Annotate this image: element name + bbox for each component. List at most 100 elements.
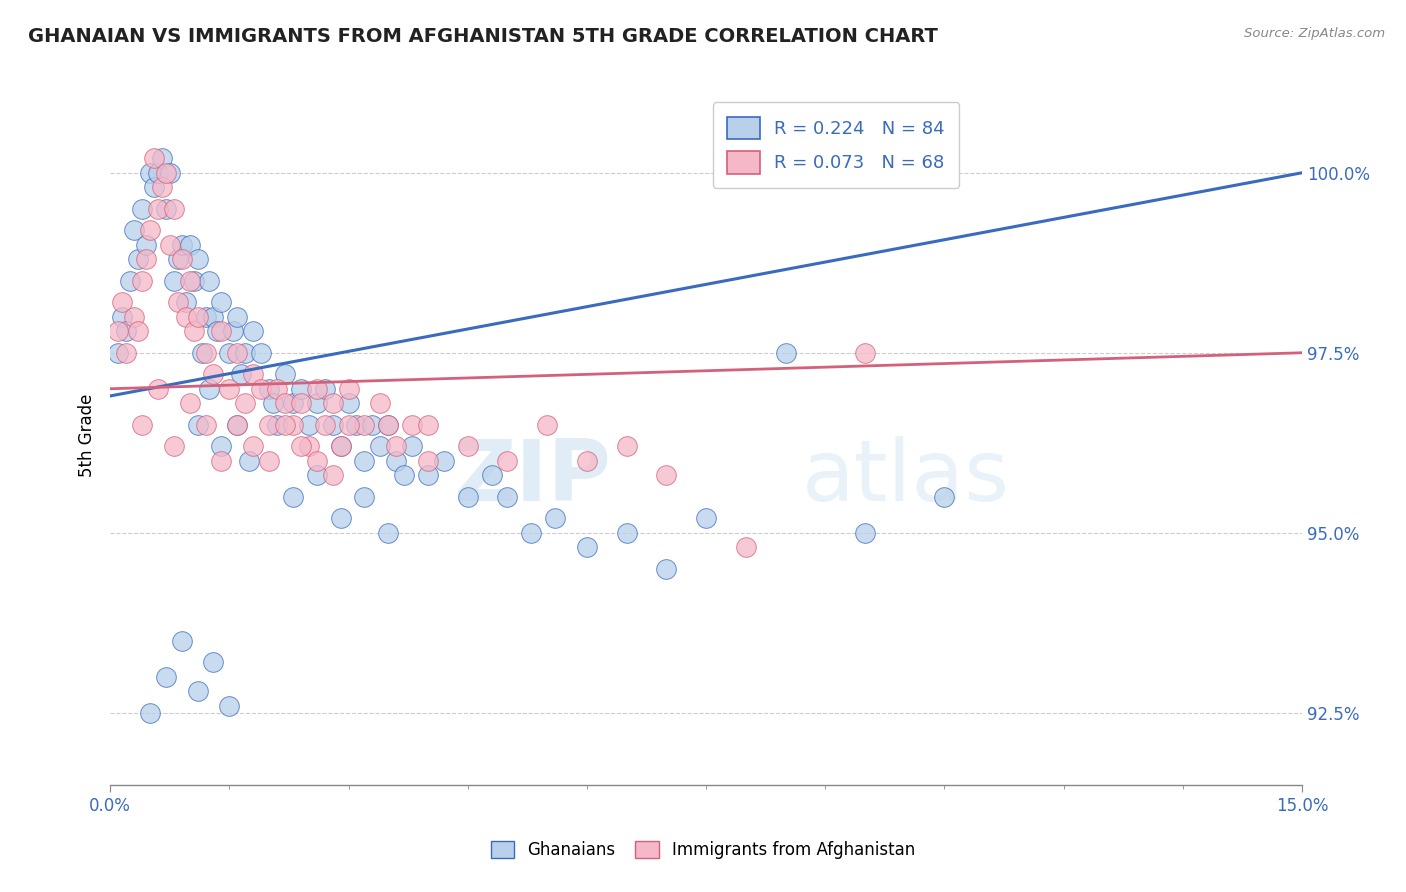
Point [266,417,288,432]
Point [146,382,169,396]
Point [250,345,273,359]
Point [385,454,408,468]
Point [233,396,256,410]
Point [353,490,375,504]
Point [353,417,375,432]
Point [337,417,360,432]
Point [155,670,177,684]
Point [226,345,249,359]
Point [257,417,280,432]
Point [142,152,165,166]
Point [179,237,201,252]
Point [218,382,240,396]
Point [174,310,197,324]
Point [139,166,162,180]
Point [139,223,162,237]
Point [655,562,678,576]
Point [231,368,253,382]
Point [146,202,169,216]
Point [616,439,638,453]
Point [385,439,408,453]
Point [853,345,876,359]
Point [155,166,177,180]
Point [305,382,328,396]
Point [290,439,312,453]
Point [416,454,439,468]
Point [202,656,225,670]
Point [135,252,157,267]
Point [111,295,134,310]
Point [242,439,264,453]
Point [222,324,245,338]
Point [250,382,273,396]
Point [520,525,543,540]
Point [616,525,638,540]
Point [170,252,193,267]
Point [122,223,145,237]
Point [274,417,297,432]
Point [198,382,221,396]
Point [337,382,360,396]
Text: atlas: atlas [801,436,1010,519]
Point [322,468,344,483]
Point [242,324,264,338]
Point [322,417,344,432]
Point [290,396,312,410]
Legend: R = 0.224   N = 84, R = 0.073   N = 68: R = 0.224 N = 84, R = 0.073 N = 68 [713,103,959,188]
Point [281,417,304,432]
Point [207,324,229,338]
Point [329,511,352,525]
Point [481,468,503,483]
Point [775,345,797,359]
Point [337,396,360,410]
Point [209,439,232,453]
Point [150,180,173,194]
Point [314,382,336,396]
Point [226,417,249,432]
Point [322,396,344,410]
Legend: Ghanaians, Immigrants from Afghanistan: Ghanaians, Immigrants from Afghanistan [484,834,922,866]
Point [218,345,240,359]
Point [266,382,288,396]
Point [377,525,399,540]
Text: Source: ZipAtlas.com: Source: ZipAtlas.com [1244,27,1385,40]
Point [242,368,264,382]
Y-axis label: 5th Grade: 5th Grade [79,394,96,477]
Point [209,324,232,338]
Point [361,417,384,432]
Point [298,417,321,432]
Point [107,324,129,338]
Point [226,417,249,432]
Point [135,237,157,252]
Point [853,525,876,540]
Point [179,396,201,410]
Point [122,310,145,324]
Point [209,295,232,310]
Point [194,345,217,359]
Point [218,698,240,713]
Point [305,396,328,410]
Point [544,511,567,525]
Point [202,368,225,382]
Point [146,166,169,180]
Point [496,454,519,468]
Point [353,454,375,468]
Point [655,468,678,483]
Point [281,396,304,410]
Point [346,417,368,432]
Point [187,310,209,324]
Point [179,274,201,288]
Point [401,417,423,432]
Point [159,237,181,252]
Point [183,274,205,288]
Point [377,417,399,432]
Point [166,252,188,267]
Point [115,345,138,359]
Point [198,274,221,288]
Point [298,439,321,453]
Point [187,417,209,432]
Point [127,252,149,267]
Point [139,706,162,720]
Point [457,490,479,504]
Point [190,345,212,359]
